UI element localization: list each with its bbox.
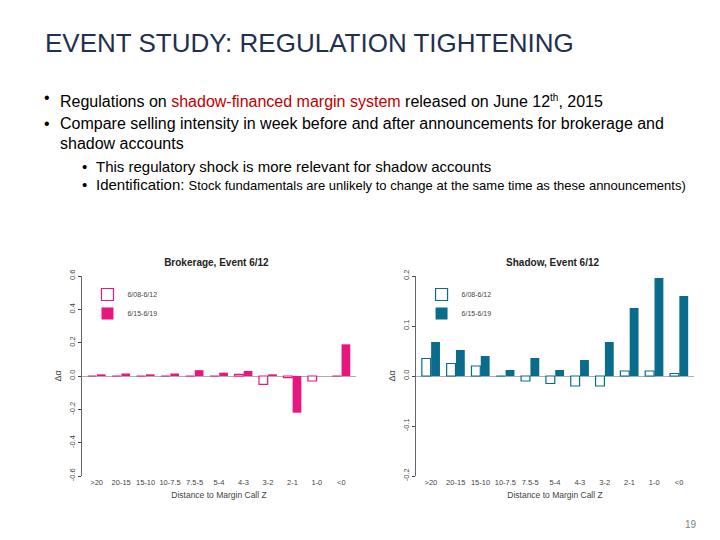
- svg-text:0.2: 0.2: [402, 270, 411, 280]
- svg-text:10-7.5: 10-7.5: [495, 478, 516, 487]
- svg-text:7.5-5: 7.5-5: [186, 478, 203, 487]
- svg-text:<0: <0: [337, 478, 346, 487]
- svg-text:-0.6: -0.6: [68, 468, 77, 481]
- svg-text:2-1: 2-1: [624, 478, 635, 487]
- svg-text:<0: <0: [675, 478, 684, 487]
- html-text:EVENT STUDY: REGULATION TIGHTE: EVENT STUDY: REGULATION TIGHTENING: [45, 28, 574, 58]
- svg-text:15-10: 15-10: [471, 478, 490, 487]
- svg-text:6/15-6/19: 6/15-6/19: [462, 310, 492, 317]
- html-text:This regulatory shock is more: This regulatory shock is more relevant f…: [96, 158, 492, 176]
- svg-text:>20: >20: [90, 478, 103, 487]
- svg-text:Δα: Δα: [387, 370, 397, 381]
- svg-text:1-0: 1-0: [311, 478, 322, 487]
- svg-text:4-3: 4-3: [238, 478, 249, 487]
- svg-text:4-3: 4-3: [574, 478, 585, 487]
- svg-text:Shadow, Event 6/12: Shadow, Event 6/12: [506, 257, 599, 268]
- html-text:Identification: Stock fundamen: Identification: Stock fundamentals are u…: [96, 176, 686, 194]
- svg-text:Brokerage, Event 6/12: Brokerage, Event 6/12: [164, 257, 269, 268]
- svg-text:5-4: 5-4: [550, 478, 561, 487]
- svg-text:Distance to Margin Call Z: Distance to Margin Call Z: [507, 490, 602, 500]
- svg-text:10-7.5: 10-7.5: [159, 478, 180, 487]
- svg-text:20-15: 20-15: [446, 478, 465, 487]
- svg-text:1-0: 1-0: [649, 478, 660, 487]
- svg-text:-0.2: -0.2: [68, 402, 77, 415]
- svg-text:0.2: 0.2: [68, 336, 77, 346]
- svg-text:Distance to Margin Call Z: Distance to Margin Call Z: [171, 490, 266, 500]
- svg-text:0.1: 0.1: [402, 320, 411, 330]
- svg-text:2-1: 2-1: [287, 478, 298, 487]
- svg-text:>20: >20: [425, 478, 438, 487]
- svg-text:-0.4: -0.4: [68, 435, 77, 448]
- svg-text:6/08-6/12: 6/08-6/12: [462, 291, 492, 298]
- svg-text:0.0: 0.0: [68, 370, 77, 380]
- svg-text:6/08-6/12: 6/08-6/12: [127, 291, 157, 298]
- html-text:19: 19: [684, 519, 696, 530]
- svg-text:Δα: Δα: [53, 370, 63, 381]
- svg-text:-0.1: -0.1: [402, 418, 411, 431]
- svg-text:0.4: 0.4: [68, 303, 77, 313]
- svg-text:-0.2: -0.2: [402, 468, 411, 481]
- svg-text:5-4: 5-4: [214, 478, 225, 487]
- svg-text:3-2: 3-2: [599, 478, 610, 487]
- svg-text:7.5-5: 7.5-5: [522, 478, 539, 487]
- svg-text:6/15-6/19: 6/15-6/19: [127, 310, 157, 317]
- svg-text:0.0: 0.0: [402, 370, 411, 380]
- svg-text:3-2: 3-2: [263, 478, 274, 487]
- svg-text:15-10: 15-10: [136, 478, 155, 487]
- html-text:Regulations on shadow-financed: Regulations on shadow-financed margin sy…: [60, 92, 603, 111]
- html-text:Compare selling intensity in w: Compare selling intensity in week before…: [60, 115, 664, 153]
- svg-text:20-15: 20-15: [112, 478, 131, 487]
- svg-text:0.6: 0.6: [68, 270, 77, 280]
